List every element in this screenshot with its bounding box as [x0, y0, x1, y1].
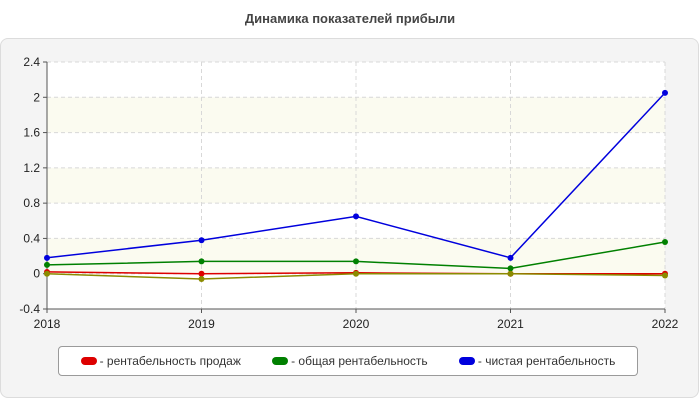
legend-label-sales: - рентабельность продаж: [99, 354, 241, 368]
legend-label-overall: - общая рентабельность: [291, 354, 428, 368]
y-tick-label: 0.8: [23, 196, 40, 210]
y-tick-label: 1.2: [23, 161, 40, 175]
legend-item-sales-profitability[interactable]: - рентабельность продаж: [80, 354, 241, 368]
y-tick-label: 2.4: [23, 55, 40, 69]
x-tick-label: 2022: [652, 317, 679, 331]
series-point-0: [198, 270, 205, 277]
x-tick-label: 2021: [497, 317, 524, 331]
chart-legend: - рентабельность продаж - общая рентабел…: [58, 346, 638, 376]
legend-swatch-sales: [80, 357, 97, 365]
y-tick-label: 1.6: [23, 126, 40, 140]
legend-swatch-overall: [272, 357, 289, 365]
legend-label-net: - чистая рентабельность: [477, 354, 616, 368]
x-tick-label: 2019: [188, 317, 215, 331]
x-tick-label: 2020: [343, 317, 370, 331]
series-point-2: [198, 237, 205, 244]
series-point-3: [507, 270, 514, 277]
series-point-2: [662, 89, 668, 96]
series-point-2: [353, 213, 359, 220]
series-point-3: [353, 270, 359, 277]
chart-title: Динамика показателей прибыли: [244, 11, 456, 26]
series-point-1: [662, 238, 668, 245]
legend-swatch-net: [458, 357, 475, 365]
y-tick-label: 0.4: [23, 231, 40, 245]
y-tick-label: 0: [33, 267, 40, 281]
y-tick-label: -0.4: [19, 302, 40, 316]
series-point-3: [662, 272, 668, 279]
x-tick-label: 2018: [34, 317, 61, 331]
series-point-2: [507, 254, 514, 261]
series-point-2: [44, 254, 50, 261]
series-point-1: [198, 258, 205, 265]
series-point-1: [353, 258, 359, 265]
legend-item-net-profitability[interactable]: - чистая рентабельность: [458, 354, 616, 368]
series-point-3: [198, 276, 205, 283]
legend-item-overall-profitability[interactable]: - общая рентабельность: [272, 354, 428, 368]
y-tick-label: 2: [33, 90, 40, 104]
series-point-1: [507, 265, 514, 272]
series-point-1: [44, 261, 50, 268]
series-point-3: [44, 270, 50, 277]
